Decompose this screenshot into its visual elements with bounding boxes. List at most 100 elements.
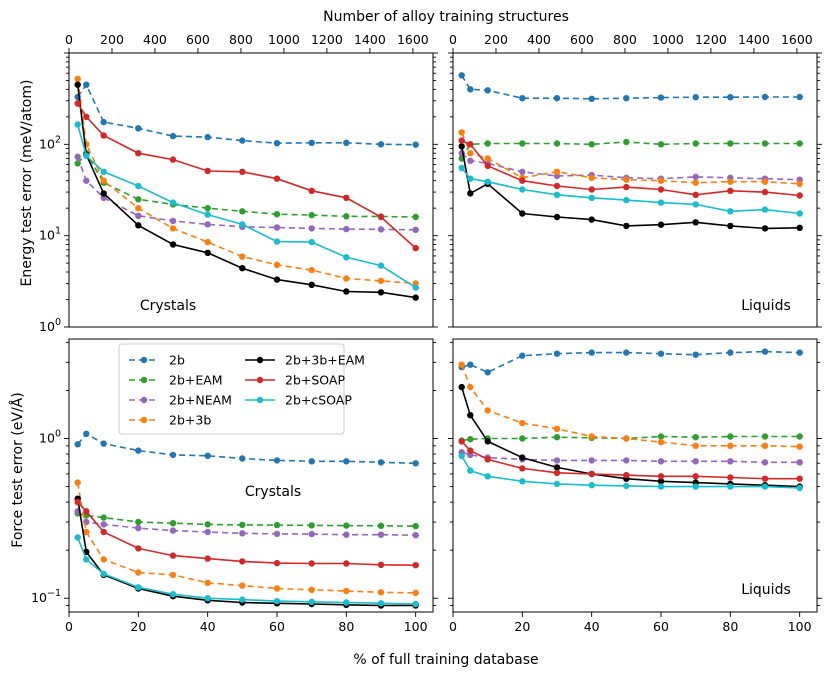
- legend-item-2b+3b+EAM: 2b+3b+EAM: [245, 353, 365, 368]
- data-point: [484, 473, 491, 480]
- data-point: [796, 180, 803, 187]
- data-point: [204, 238, 211, 246]
- series-2b+3b+EAM: [74, 81, 419, 301]
- data-point: [761, 475, 769, 482]
- data-point: [135, 584, 142, 591]
- legend-item-2b+cSOAP: 2b+cSOAP: [245, 393, 352, 408]
- data-point: [692, 458, 699, 465]
- data-point: [467, 447, 474, 454]
- data-point: [83, 528, 90, 536]
- data-point: [657, 478, 665, 485]
- data-point: [553, 95, 561, 102]
- data-point: [308, 560, 315, 567]
- series-line: [460, 364, 800, 448]
- legend-item-2b+SOAP: 2b+SOAP: [245, 373, 345, 388]
- legend-label: 2b+NEAM: [169, 393, 232, 408]
- data-point: [169, 451, 177, 459]
- data-point: [484, 178, 491, 185]
- data-point: [588, 186, 595, 193]
- top-tick-label: 1000: [268, 32, 300, 47]
- data-point: [204, 211, 211, 218]
- data-point: [484, 140, 491, 147]
- data-point: [657, 433, 665, 440]
- data-point: [657, 199, 665, 206]
- data-point: [623, 457, 630, 464]
- data-point: [692, 191, 699, 198]
- data-point: [727, 208, 734, 215]
- data-point: [239, 221, 246, 228]
- data-point: [377, 600, 385, 607]
- data-point: [135, 569, 142, 576]
- data-point: [74, 153, 81, 160]
- data-point: [273, 521, 281, 529]
- data-point: [169, 527, 177, 534]
- data-point: [796, 93, 803, 101]
- data-point: [623, 95, 630, 102]
- data-point: [135, 212, 142, 219]
- data-point: [308, 238, 315, 246]
- data-point: [692, 173, 699, 181]
- data-point: [273, 175, 281, 182]
- top-tick-label: 1600: [397, 32, 429, 47]
- x-tick-label: 80: [722, 619, 738, 634]
- series-2b: [74, 430, 419, 467]
- data-point: [727, 433, 734, 440]
- data-point: [519, 478, 526, 485]
- x-tick-label: 0: [449, 619, 457, 634]
- legend-item-2b+3b: 2b+3b: [129, 413, 211, 428]
- series-line: [77, 501, 416, 566]
- legend-item-2b+EAM: 2b+EAM: [129, 373, 223, 388]
- series-2b+cSOAP: [458, 452, 803, 492]
- data-point: [273, 585, 281, 592]
- data-point: [623, 138, 630, 146]
- data-point: [467, 467, 474, 474]
- series-line: [460, 132, 800, 185]
- top-tick-label: 400: [143, 32, 167, 47]
- data-point: [239, 455, 246, 462]
- data-point: [727, 442, 734, 449]
- data-point: [519, 186, 526, 193]
- panel-force-liquids: 0 20 40 60 80 100 Liquids: [448, 338, 822, 634]
- data-point: [412, 532, 419, 539]
- data-point: [204, 205, 211, 212]
- data-point: [343, 288, 350, 295]
- data-point: [135, 545, 142, 552]
- data-point: [377, 289, 385, 296]
- data-point: [169, 571, 177, 579]
- data-point: [100, 177, 107, 184]
- top-tick-label: 1400: [354, 32, 386, 47]
- data-point: [467, 383, 474, 391]
- data-point: [273, 276, 281, 283]
- data-point: [553, 434, 561, 441]
- top-x-axis-title: Number of alloy training structures: [323, 9, 569, 25]
- data-point: [467, 86, 474, 93]
- data-point: [308, 522, 315, 529]
- data-point: [588, 216, 595, 223]
- data-point: [343, 213, 350, 220]
- data-point: [727, 349, 734, 356]
- panel-label: Crystals: [140, 298, 196, 314]
- data-point: [467, 190, 474, 197]
- data-point: [657, 473, 665, 480]
- legend-item-2b: 2b: [129, 353, 185, 368]
- series-line: [461, 74, 800, 100]
- data-point: [239, 253, 246, 260]
- series-2b+cSOAP: [74, 121, 419, 291]
- data-point: [83, 152, 90, 159]
- data-point: [796, 349, 803, 356]
- data-point: [657, 458, 665, 465]
- data-point: [343, 531, 350, 538]
- data-point: [692, 442, 699, 449]
- data-point: [519, 140, 526, 147]
- data-point: [796, 192, 803, 199]
- data-point: [553, 168, 561, 175]
- data-point: [377, 277, 385, 285]
- data-point: [467, 175, 474, 182]
- series-2b+SOAP: [74, 498, 419, 569]
- series-2b+EAM: [74, 510, 419, 530]
- data-point: [308, 266, 315, 274]
- panel-frame: [452, 52, 818, 328]
- x-tick-label: 60: [653, 619, 669, 634]
- legend: 2b 2b+EAM 2b+NEAM 2b+3b 2b+3b+EAM 2b+SOAP 2b+c…: [118, 343, 365, 435]
- panel-frame: [68, 52, 434, 328]
